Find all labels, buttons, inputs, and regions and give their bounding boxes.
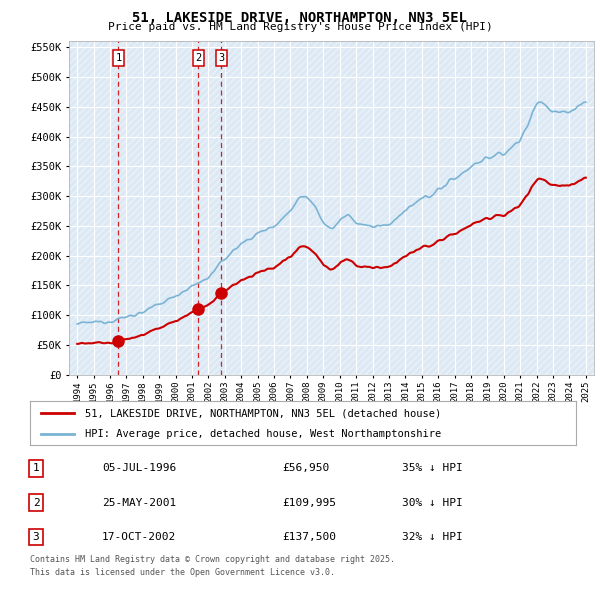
Text: 3: 3 [32,532,40,542]
Text: 1: 1 [32,464,40,473]
Text: Contains HM Land Registry data © Crown copyright and database right 2025.: Contains HM Land Registry data © Crown c… [30,555,395,563]
Text: 2: 2 [196,53,202,63]
Text: HPI: Average price, detached house, West Northamptonshire: HPI: Average price, detached house, West… [85,428,441,438]
Text: 51, LAKESIDE DRIVE, NORTHAMPTON, NN3 5EL (detached house): 51, LAKESIDE DRIVE, NORTHAMPTON, NN3 5EL… [85,408,441,418]
Text: £56,950: £56,950 [282,464,329,473]
Text: 17-OCT-2002: 17-OCT-2002 [102,532,176,542]
Text: 51, LAKESIDE DRIVE, NORTHAMPTON, NN3 5EL: 51, LAKESIDE DRIVE, NORTHAMPTON, NN3 5EL [133,11,467,25]
Text: £109,995: £109,995 [282,498,336,507]
Text: 05-JUL-1996: 05-JUL-1996 [102,464,176,473]
Text: 32% ↓ HPI: 32% ↓ HPI [402,532,463,542]
Text: £137,500: £137,500 [282,532,336,542]
Text: Price paid vs. HM Land Registry's House Price Index (HPI): Price paid vs. HM Land Registry's House … [107,22,493,32]
Text: 2: 2 [32,498,40,507]
Text: 30% ↓ HPI: 30% ↓ HPI [402,498,463,507]
Text: 25-MAY-2001: 25-MAY-2001 [102,498,176,507]
Text: This data is licensed under the Open Government Licence v3.0.: This data is licensed under the Open Gov… [30,568,335,577]
Text: 1: 1 [115,53,122,63]
Text: 35% ↓ HPI: 35% ↓ HPI [402,464,463,473]
Text: 3: 3 [218,53,224,63]
